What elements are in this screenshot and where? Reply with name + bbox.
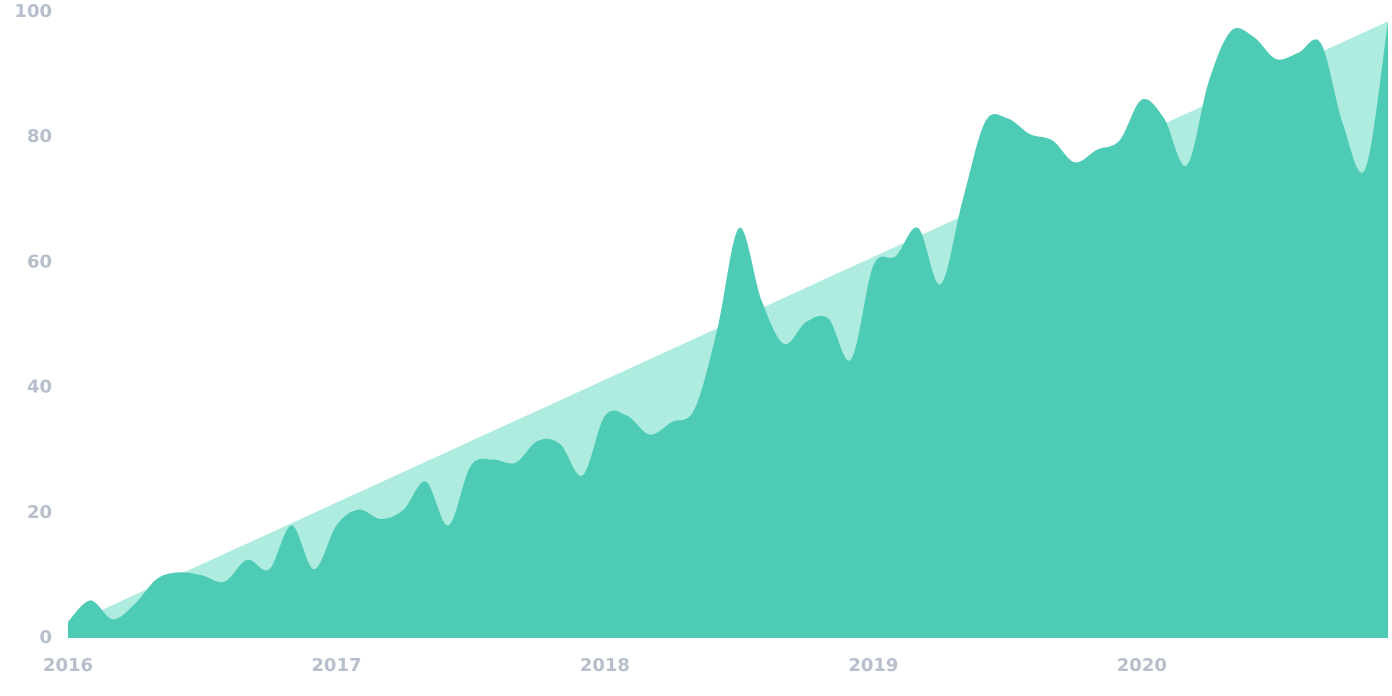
x-tick-label: 2018 bbox=[580, 655, 630, 676]
y-tick-label: 100 bbox=[14, 1, 52, 22]
x-tick-label: 2017 bbox=[311, 655, 361, 676]
area bbox=[68, 21, 1388, 638]
x-tick-label: 2016 bbox=[43, 655, 93, 676]
y-tick-label: 60 bbox=[27, 251, 52, 272]
x-tick-label: 2020 bbox=[1117, 655, 1167, 676]
y-tick-label: 80 bbox=[27, 126, 52, 147]
y-tick-label: 40 bbox=[27, 377, 52, 398]
x-tick-label: 2019 bbox=[848, 655, 898, 676]
y-tick-label: 0 bbox=[39, 627, 52, 648]
y-tick-label: 20 bbox=[27, 502, 52, 523]
